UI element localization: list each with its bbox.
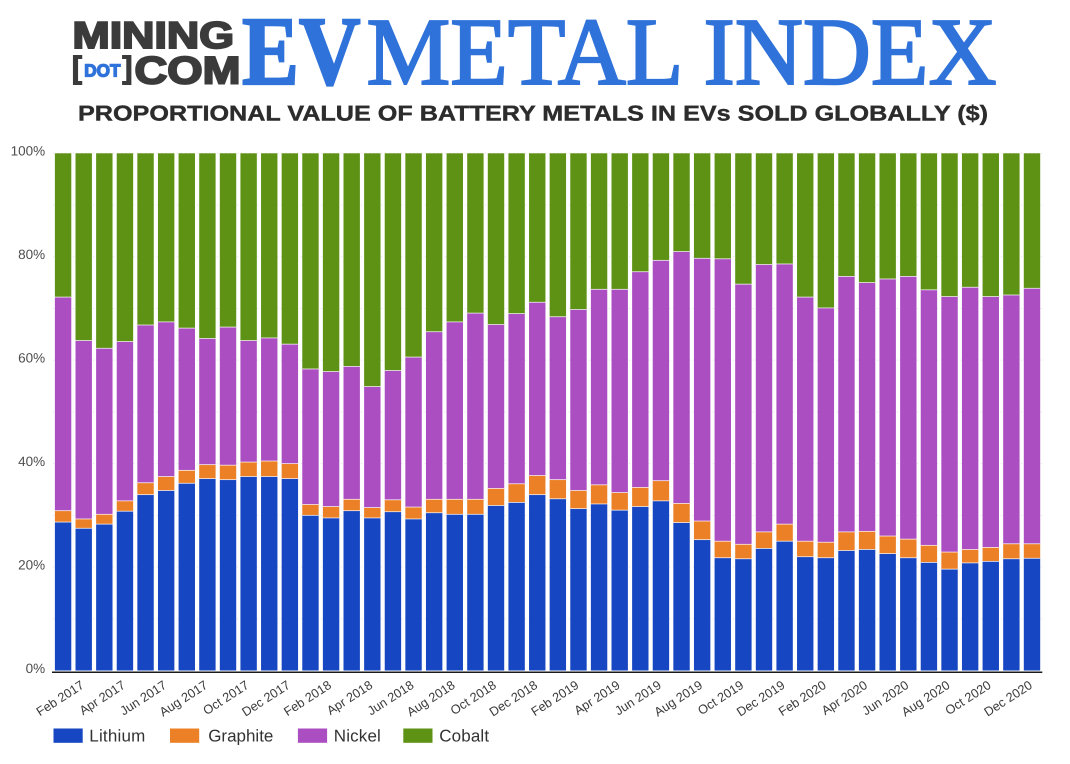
svg-text:EV: EV — [242, 0, 361, 106]
svg-text:40%: 40% — [18, 454, 45, 469]
svg-text:Cobalt: Cobalt — [439, 727, 489, 746]
svg-text:Lithium: Lithium — [89, 727, 145, 746]
svg-text:Feb 2020: Feb 2020 — [776, 678, 829, 719]
svg-text:Feb 2017: Feb 2017 — [34, 678, 87, 719]
svg-text:100%: 100% — [11, 144, 46, 159]
svg-text:PROPORTIONAL VALUE OF BATTERY: PROPORTIONAL VALUE OF BATTERY METALS IN … — [78, 102, 988, 126]
svg-text:0%: 0% — [26, 661, 46, 676]
svg-text:Feb 2018: Feb 2018 — [281, 678, 334, 719]
svg-text:Feb 2019: Feb 2019 — [529, 678, 582, 719]
svg-text:MINING: MINING — [73, 14, 235, 56]
svg-text:[: [ — [72, 50, 82, 85]
svg-text:60%: 60% — [18, 350, 45, 365]
svg-text:20%: 20% — [18, 557, 45, 572]
svg-text:]: ] — [122, 50, 132, 85]
svg-text:METAL INDEX: METAL INDEX — [367, 0, 997, 105]
svg-text:DOT: DOT — [84, 61, 120, 81]
svg-text:COM: COM — [135, 49, 241, 92]
svg-text:80%: 80% — [18, 247, 45, 262]
svg-text:Graphite: Graphite — [208, 727, 273, 746]
svg-text:Nickel: Nickel — [334, 727, 381, 746]
